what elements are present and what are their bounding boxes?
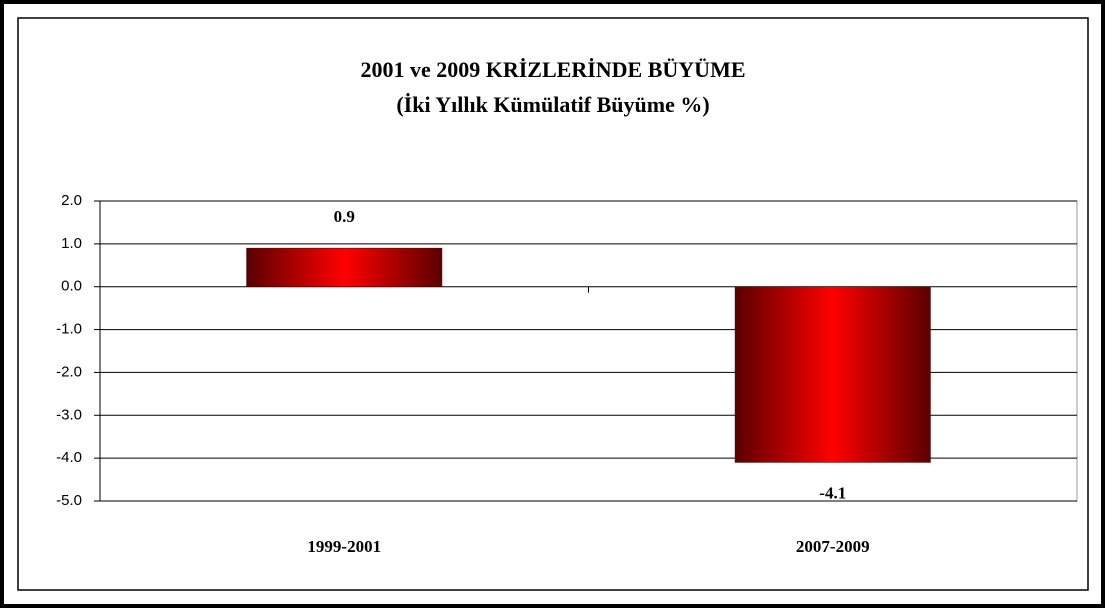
x-tick-label: 1999-2001	[307, 537, 381, 556]
bar	[734, 286, 931, 463]
bar	[246, 247, 443, 287]
x-tick-label: 2007-2009	[796, 537, 870, 556]
y-tick-label: -2.0	[56, 363, 82, 380]
y-tick-label: -1.0	[56, 321, 82, 338]
y-tick-label: -5.0	[56, 492, 82, 509]
y-tick-label: 2.0	[61, 192, 82, 209]
y-tick-label: -3.0	[56, 406, 82, 423]
chart-title: 2001 ve 2009 KRİZLERİNDE BÜYÜME	[360, 57, 745, 82]
chart-subtitle: (İki Yıllık Kümülatif Büyüme %)	[396, 92, 709, 117]
value-label: 0.9	[334, 207, 355, 226]
y-tick-label: 1.0	[61, 235, 82, 252]
value-label: -4.1	[819, 483, 846, 502]
y-tick-label: -4.0	[56, 449, 82, 466]
chart-frame	[17, 17, 1089, 591]
y-tick-label: 0.0	[61, 278, 82, 295]
